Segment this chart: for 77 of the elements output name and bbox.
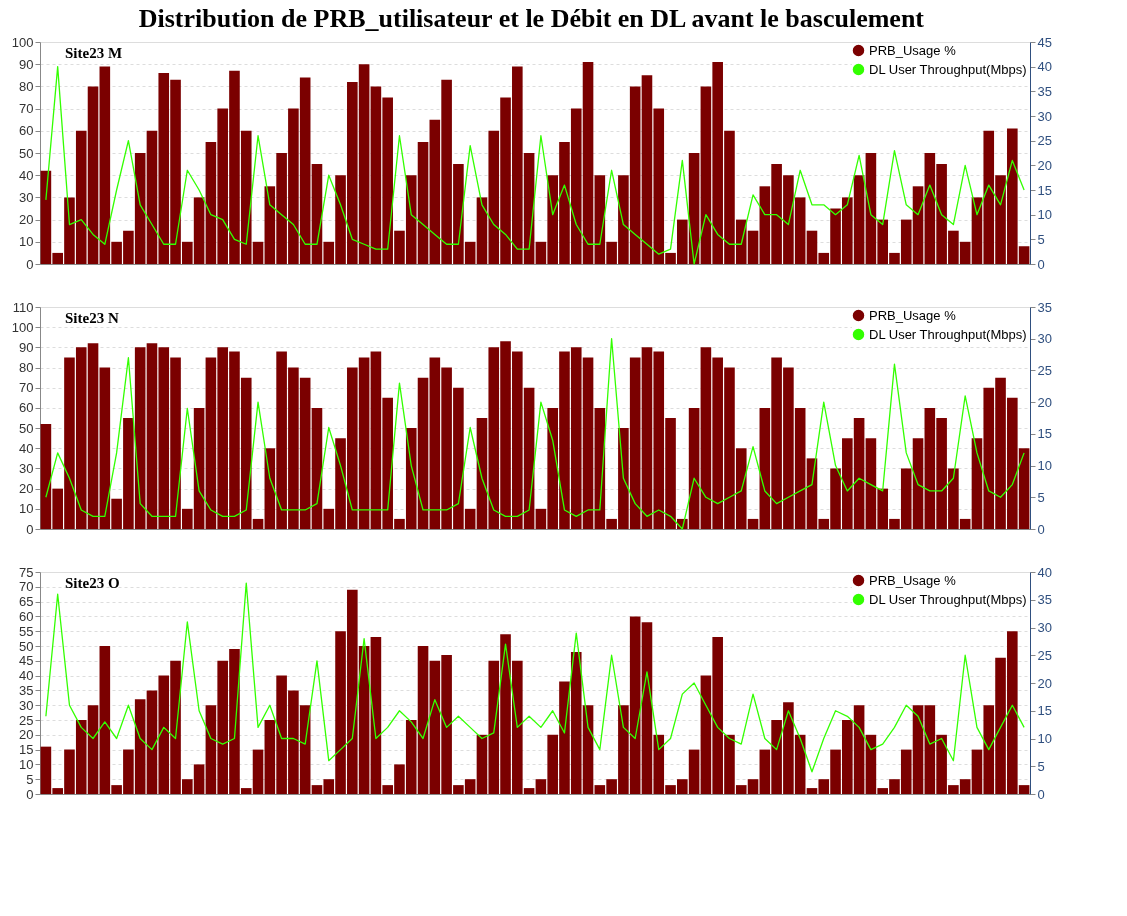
y2-tick-label: 10 [1037,458,1052,474]
y2-tick-label: 5 [1037,758,1045,774]
y-tick-label: 0 [26,256,34,272]
y-tick-label: 110 [12,299,34,315]
y2-tick-label: 10 [1037,731,1052,746]
y-tick-label: 20 [19,727,34,743]
y2-tick-label: 0 [1037,521,1045,537]
y-tick-label: 45 [19,653,34,669]
y-tick-label: 80 [19,78,34,94]
y2-tick-label: 40 [1037,564,1052,580]
y2-tick-label: 5 [1037,489,1045,505]
y2-tick-label: 35 [1037,299,1052,315]
y-tick-label: 60 [19,123,34,139]
y2-tick-label: 20 [1037,394,1052,410]
y-tick-label: 60 [19,400,34,416]
y2-tick-label: 0 [1037,256,1045,272]
y-tick-label: 70 [19,579,34,595]
y-tick-label: 20 [19,212,34,228]
y-tick-label: 15 [19,742,34,758]
y-tick-label: 50 [19,145,34,161]
legend-label: PRB_Usage % [869,572,957,588]
y-tick-label: 90 [19,56,34,72]
y-tick-label: 40 [19,440,34,456]
y-tick-label: 5 [26,771,34,787]
y-tick-label: 100 [11,34,34,50]
y2-tick-label: 5 [1037,231,1045,247]
y-tick-label: 65 [19,594,34,610]
line-series [45,66,1025,265]
y-tick-label: 50 [19,638,34,654]
y2-tick-label: 20 [1037,157,1052,173]
y2-tick-label: 0 [1037,786,1045,802]
y2-tick-label: 25 [1037,647,1052,663]
y2-tick-label: 30 [1037,620,1052,635]
y2-tick-label: 35 [1037,83,1052,99]
y2-tick-label: 25 [1037,362,1052,378]
y2-tick-label: 40 [1037,59,1052,75]
y-tick-label: 10 [19,234,34,250]
y-tick-label: 25 [19,712,34,728]
chart-subtitle: Site23 M [65,45,123,61]
legend-label: PRB_Usage % [869,307,957,323]
y-tick-label: 70 [19,380,34,396]
legend-label: DL User Throughput(Mbps) [869,61,1027,77]
y-tick-label: 75 [19,564,34,580]
y2-tick-label: 30 [1037,331,1052,347]
y-tick-label: 30 [19,697,34,713]
y-tick-label: 90 [19,339,34,355]
y-tick-label: 10 [19,756,34,772]
y-tick-label: 20 [19,481,34,497]
y-tick-label: 80 [19,360,34,376]
y2-tick-label: 25 [1037,133,1052,149]
chart-title: Distribution de PRB_utilisateur et le Débit en DL avant le basculement [138,3,925,33]
y-tick-label: 70 [19,101,34,117]
y2-tick-label: 15 [1037,182,1052,198]
y2-tick-label: 15 [1037,703,1052,719]
y-tick-label: 10 [19,501,34,517]
y-tick-label: 30 [19,189,34,205]
y-tick-label: 0 [26,786,34,802]
y2-tick-label: 45 [1037,34,1052,50]
chart-subtitle: Site23 N [65,310,119,326]
y-tick-label: 0 [26,521,34,537]
y2-tick-label: 20 [1037,675,1052,691]
legend-label: PRB_Usage % [869,42,957,58]
chart-subtitle: Site23 O [65,575,120,591]
y-tick-label: 50 [19,420,34,436]
y-tick-label: 30 [19,460,34,476]
y2-tick-label: 15 [1037,426,1052,442]
y2-tick-label: 10 [1037,207,1052,223]
y-tick-label: 60 [19,608,34,624]
legend-label: DL User Throughput(Mbps) [869,326,1027,342]
y2-tick-label: 35 [1037,592,1052,608]
legend-label: DL User Throughput(Mbps) [869,591,1027,607]
y-tick-label: 40 [19,167,34,183]
y-tick-label: 55 [19,623,34,639]
y-tick-label: 40 [19,668,34,684]
y-tick-label: 35 [19,682,34,698]
y2-tick-label: 30 [1037,108,1052,124]
y-tick-label: 100 [11,319,34,335]
